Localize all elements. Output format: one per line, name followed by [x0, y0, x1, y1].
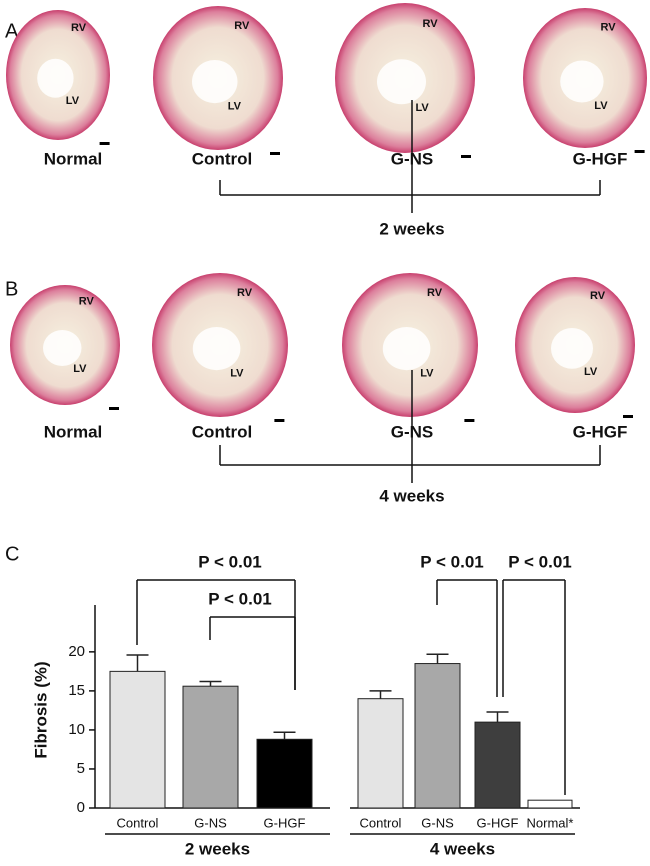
rv-label: RV [237, 287, 253, 299]
ventricle-cavity [192, 327, 241, 371]
bar [109, 670, 166, 809]
rv-label: RV [427, 287, 443, 299]
y-axis-title: Fibrosis (%) [31, 661, 50, 758]
scale-bar [109, 407, 119, 410]
lv-label: LV [230, 368, 244, 380]
group-label: 4 weeks [379, 486, 444, 505]
significance-label: P < 0.01 [208, 589, 272, 608]
ventricle-cavity [192, 60, 238, 104]
sample-name: Control [192, 149, 252, 168]
y-tick-label: 5 [77, 760, 85, 777]
y-tick-label: 0 [77, 799, 85, 816]
sample-name: Control [192, 422, 252, 441]
bar [357, 698, 404, 809]
bar [527, 799, 573, 809]
scale-bar [461, 155, 471, 158]
rv-label: RV [71, 22, 87, 34]
x-tick-label: G-NS [421, 815, 454, 830]
scale-bar [274, 419, 285, 422]
bar [256, 738, 313, 809]
lv-label: LV [228, 101, 242, 113]
sample-name: G-HGF [573, 422, 628, 441]
ventricle-cavity [43, 330, 82, 366]
y-tick-label: 10 [68, 721, 85, 738]
x-tick-label: Normal* [527, 815, 574, 830]
x-tick-label: G-HGF [264, 815, 306, 830]
lv-label: LV [66, 95, 80, 107]
panel-label: B [5, 278, 18, 300]
ventricle-cavity [560, 60, 604, 103]
rv-label: RV [423, 18, 439, 30]
rv-label: RV [601, 22, 617, 34]
figure-content: A RV LV Normal RV LV Control RV LV G-NS RV LV G-HGF 2… [5, 3, 647, 858]
ventricle-cavity [37, 58, 74, 98]
scale-bar [623, 415, 633, 418]
scale-bar [464, 419, 475, 422]
rv-label: RV [590, 290, 606, 302]
bar [182, 685, 239, 809]
group-label: 2 weeks [185, 839, 250, 858]
panel-label: C [5, 543, 19, 565]
y-tick-label: 20 [68, 643, 85, 660]
group-label: 2 weeks [379, 219, 444, 238]
sample-name: G-HGF [573, 149, 628, 168]
lv-label: LV [594, 100, 608, 112]
x-tick-label: Control [117, 815, 159, 830]
x-tick-label: G-NS [194, 815, 227, 830]
bar [414, 663, 461, 809]
sample-name: Normal [44, 422, 103, 441]
rv-label: RV [79, 296, 95, 308]
bar [474, 721, 521, 809]
lv-label: LV [416, 102, 430, 114]
group-label: 4 weeks [430, 839, 495, 858]
significance-label: P < 0.01 [508, 552, 572, 571]
panel-label: A [5, 20, 19, 42]
lv-label: LV [584, 366, 598, 378]
significance-label: P < 0.01 [198, 552, 262, 571]
lv-label: LV [73, 363, 87, 375]
scale-bar [634, 150, 645, 153]
scale-bar [99, 142, 110, 145]
sample-name: Normal [44, 149, 103, 168]
scale-bar [270, 152, 280, 155]
x-tick-label: G-HGF [477, 815, 519, 830]
y-tick-label: 15 [68, 682, 85, 699]
significance-label: P < 0.01 [420, 552, 484, 571]
ventricle-cavity [551, 328, 593, 369]
ventricle-cavity [382, 327, 431, 371]
x-tick-label: Control [360, 815, 402, 830]
ventricle-cavity [377, 59, 426, 105]
lv-label: LV [420, 368, 434, 380]
rv-label: RV [234, 20, 250, 32]
